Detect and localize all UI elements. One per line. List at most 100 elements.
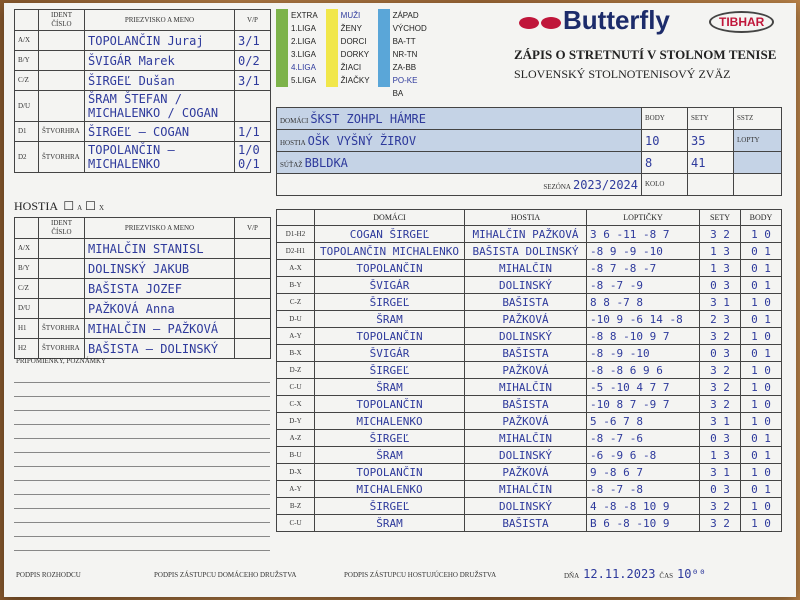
lopty-label: LOPTY [733,129,782,152]
date-label: DŇA [564,572,580,580]
doubles-label: ŠTVORHRA [38,338,85,359]
league-option[interactable]: 5.LIGA [291,76,316,85]
away-title-row: HOSTIA ☐ A ☐ X [14,199,104,213]
slot: H2 [14,338,39,359]
game-code: C-U [276,514,315,532]
league-option[interactable]: DORCI [340,37,367,46]
sets-result: 0 3 [699,344,741,362]
league-option[interactable]: ŽIAČKY [340,76,370,85]
away-player: PAŽKOVÁ [464,463,587,481]
away-player: MIHALČIN [464,480,587,498]
points-result: 1 0 [740,378,782,396]
sets-result: 3 1 [699,412,741,430]
league-option[interactable]: 2.LIGA [291,37,316,46]
league-option[interactable]: ŽIACI [340,63,362,72]
home-rep-signature-label: PODPIS ZÁSTUPCU DOMÁCEHO DRUŽSTVA [154,571,297,579]
points-result: 1 0 [740,497,782,515]
games-points-header: BODY [740,209,782,226]
home-team-name: ŠKST ZOHPL HÁMRE [310,111,426,126]
games-away-header: HOSTIA [464,209,587,226]
league-option[interactable]: PO-KE [392,76,418,85]
away-player: PAŽKOVÁ [464,310,587,328]
set-scores: -8 9 -9 -10 [586,242,700,260]
league-option[interactable]: 4.LIGA [291,63,316,72]
away-player: MIHALČIN PAŽKOVÁ [464,225,587,243]
butterfly-logo: Butterfly [519,5,670,35]
player-record: 0/2 [234,50,271,71]
league-option[interactable]: BA [392,89,404,98]
sets-result: 3 2 [699,327,741,345]
away-player: DOLINSKÝ [464,327,587,345]
league-selector: EXTRA 1.LIGA 2.LIGA 3.LIGA 4.LIGA 5.LIGA MUŽI… [276,9,427,100]
away-player: DOLINSKÝ [464,446,587,464]
away-player: BAŠISTA [464,514,587,532]
league-option[interactable]: EXTRA [291,11,318,20]
league-option[interactable]: 3.LIGA [291,50,316,59]
season: 2023/2024 [572,177,638,192]
points-result: 1 0 [740,463,782,481]
league-option[interactable]: BA-TT [392,37,416,46]
game-row: D2-H1 TOPOLANČIN MICHALENKO BAŠISTA DOLINS… [276,242,782,260]
away-player: BAŠISTA [464,293,587,311]
sety-label: SETY [687,107,734,130]
game-code: A-Y [276,480,315,498]
points-result: 0 1 [740,242,782,260]
away-player: BAŠISTA [464,395,587,413]
home-player: TOPOLANČIN [314,395,465,413]
slot: D/U [14,298,39,319]
league-option[interactable]: ŽENY [340,24,363,33]
player-name: ŠIRGEĽ Dušan [84,70,235,91]
competition-name: BBLDKA [304,155,348,170]
player-name: MIHALČIN STANISL [84,238,235,259]
away-player: MIHALČIN [464,378,587,396]
home-player: ŠRAM [314,310,465,328]
slot: C/Z [14,70,39,91]
points-result: 0 1 [740,344,782,362]
set-scores: 5 -6 7 8 [586,412,700,430]
league-option[interactable]: NR-TN [392,50,418,59]
notes-label: PRIPOMIENKY, POZNÁMKY [16,357,107,365]
set-scores: -8 -7 -6 [586,429,700,447]
away-player: MIHALČIN [464,259,587,277]
points-result: 0 1 [740,429,782,447]
league-option[interactable]: 1.LIGA [291,24,316,33]
game-code: C-X [276,395,315,413]
ident-header: IDENT ČÍSLO [38,9,85,31]
date: 12.11.2023 [583,567,656,581]
doubles-pair: ŠIRGEĽ – COGAN [84,121,235,142]
doubles-record: 1/1 [234,121,271,142]
points-result: 1 0 [740,514,782,532]
home-player: ŠRAM [314,378,465,396]
home-player: ŠVIGÁR [314,344,465,362]
player-name: DOLINSKÝ JAKUB [84,258,235,279]
home-player: TOPOLANČIN [314,463,465,481]
set-scores: -10 8 7 -9 7 [586,395,700,413]
home-team-table: IDENT ČÍSLO PRIEZVISKO A MENO V/P A/X TOPOL… [14,9,271,173]
player-record [234,90,271,122]
away-title: HOSTIA [14,199,58,213]
away-player: PAŽKOVÁ [464,412,587,430]
league-option[interactable]: MUŽI [340,11,361,20]
league-option[interactable]: VÝCHOD [392,24,427,33]
sets-result: 3 2 [699,395,741,413]
league-option[interactable]: ZÁPAD [392,11,419,20]
game-code: C-U [276,378,315,396]
game-code: A-Z [276,429,315,447]
league-option[interactable]: ZA-BB [392,63,417,72]
game-code: D2-H1 [276,242,315,260]
league-option[interactable]: DORKY [340,50,370,59]
doubles-record: 1/0 0/1 [234,141,271,173]
game-row: D1-H2 COGAN ŠIRGEĽ MIHALČIN PAŽKOVÁ 3 6 -11… [276,225,782,243]
home-player: ŠRAM [314,514,465,532]
points-result: 0 1 [740,310,782,328]
notes-area[interactable] [14,369,270,554]
home-player: TOPOLANČIN [314,259,465,277]
sets-result: 3 1 [699,463,741,481]
set-scores: -8 -7 -8 [586,480,700,498]
set-scores: 9 -8 6 7 [586,463,700,481]
time: 10⁰⁰ [677,567,706,581]
